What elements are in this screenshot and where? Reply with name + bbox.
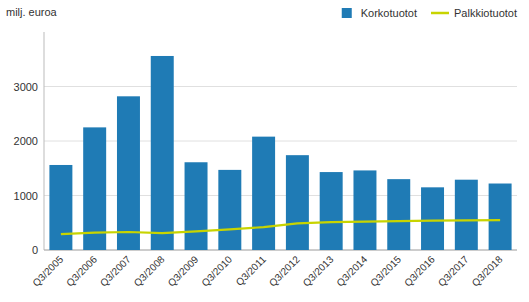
chart-container: 0100020003000Q3/2005Q3/2006Q3/2007Q3/200… <box>0 0 529 302</box>
legend-label: Korkotuotot <box>361 7 417 19</box>
chart: 0100020003000Q3/2005Q3/2006Q3/2007Q3/200… <box>0 0 529 302</box>
grid-line <box>44 195 517 196</box>
y-tick-label: 1000 <box>14 190 38 202</box>
x-tick-label: Q3/2017 <box>436 253 471 288</box>
y-axis-label: milj. euroa <box>6 6 58 18</box>
grid-line <box>44 250 517 251</box>
grid-line <box>44 141 517 142</box>
y-tick-label: 2000 <box>14 135 38 147</box>
bar <box>252 137 275 250</box>
x-tick-label: Q3/2009 <box>166 253 201 288</box>
y-axis-line <box>44 32 45 250</box>
x-tick-label: Q3/2011 <box>234 253 269 288</box>
axes: 0100020003000Q3/2005Q3/2006Q3/2007Q3/200… <box>14 32 517 289</box>
legend-item: Palkkiotuotot <box>431 7 517 19</box>
bar <box>117 96 140 250</box>
x-tick-label: Q3/2016 <box>402 253 437 288</box>
bar <box>218 170 241 250</box>
legend-swatch <box>342 8 352 18</box>
x-tick-label: Q3/2013 <box>301 253 336 288</box>
legend-item: Korkotuotot <box>342 7 417 19</box>
bar <box>286 155 309 250</box>
y-tick-label: 0 <box>32 244 38 256</box>
legend: Korkotuotot Palkkiotuotot <box>342 7 517 19</box>
x-tick-label: Q3/2018 <box>470 253 505 288</box>
y-tick-label: 3000 <box>14 81 38 93</box>
bar <box>387 179 410 250</box>
page: {"chart_data": {"type": "bar", "ylabel":… <box>0 0 529 302</box>
x-tick-label: Q3/2005 <box>30 253 65 288</box>
x-tick-label: Q3/2014 <box>334 253 369 288</box>
bar <box>455 180 478 250</box>
legend-label: Palkkiotuotot <box>454 7 517 19</box>
x-tick-label: Q3/2007 <box>98 253 133 288</box>
x-tick-label: Q3/2015 <box>368 253 403 288</box>
x-tick-label: Q3/2006 <box>64 253 99 288</box>
bar <box>489 184 512 250</box>
grid-line <box>44 86 517 87</box>
x-tick-label: Q3/2008 <box>132 253 167 288</box>
bar <box>151 56 174 250</box>
bar <box>421 187 444 250</box>
bar <box>353 170 376 250</box>
legend-swatch <box>431 12 449 15</box>
x-tick-label: Q3/2010 <box>199 253 234 288</box>
grid <box>44 87 517 251</box>
bar <box>185 162 208 250</box>
marks <box>49 56 511 250</box>
x-tick-label: Q3/2012 <box>267 253 302 288</box>
line <box>61 220 500 234</box>
bar <box>320 172 343 250</box>
bar <box>49 165 72 250</box>
x-axis-line <box>44 250 517 251</box>
